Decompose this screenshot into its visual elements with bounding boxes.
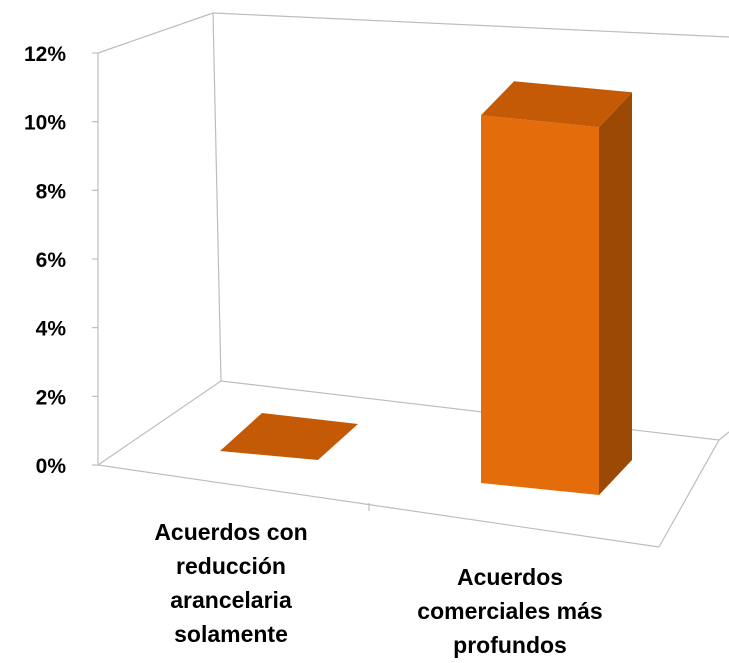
x-category-label-line: comerciales más (417, 598, 602, 624)
x-category-label-line: arancelaria (170, 587, 292, 613)
top-wall-edge (97, 12, 729, 54)
y-tick-label: 8% (36, 180, 67, 203)
y-axis-ticks: 0% 2% 4% 6% 8% 10% 12% (24, 43, 98, 478)
x-axis-labels: Acuerdos con reducción arancelaria solament… (154, 519, 602, 658)
y-tick-label: 0% (36, 455, 67, 478)
back-wall-right-edge (718, 431, 729, 441)
bar-top-face (481, 81, 632, 128)
y-tick-label: 6% (36, 249, 67, 272)
y-tick-label: 2% (36, 386, 67, 409)
x-category-label-line: Acuerdos con (154, 519, 307, 545)
x-category-label: Acuerdos con reducción arancelaria solament… (154, 519, 307, 647)
bars (220, 81, 632, 495)
y-tick-label: 4% (36, 318, 67, 341)
back-wall-left-edge (212, 12, 222, 382)
x-category-label-line: Acuerdos (457, 564, 563, 590)
floor-outline (97, 380, 720, 548)
y-tick-label: 10% (24, 112, 66, 135)
chart-walls (97, 12, 729, 548)
x-category-label-line: reducción (176, 553, 286, 579)
bar (220, 413, 358, 460)
y-tick-label: 12% (24, 43, 66, 66)
bar-front-face (481, 115, 599, 495)
bar (481, 81, 632, 495)
x-category-label-line: solamente (174, 621, 288, 647)
x-category-label: Acuerdos comerciales más profundos (417, 564, 602, 658)
x-category-label-line: profundos (453, 632, 567, 658)
bar-side-face (599, 92, 632, 495)
bar-top-face (220, 413, 358, 460)
